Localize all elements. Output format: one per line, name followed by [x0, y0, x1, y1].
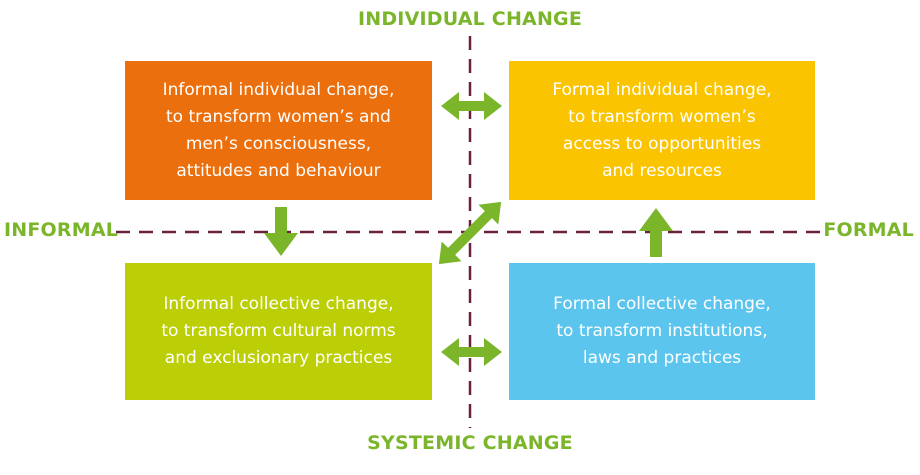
quadrant-text-line: Formal collective change, [553, 294, 771, 314]
axis-label-systemic-change: SYSTEMIC CHANGE [367, 432, 573, 454]
axis-label-individual-change: INDIVIDUAL CHANGE [357, 8, 583, 30]
quadrant-text-line: and exclusionary practices [164, 348, 393, 368]
quadrant-formal-individual: Formal individual change, to transform w… [509, 61, 815, 200]
bottom-double-arrow [441, 338, 502, 366]
up-arrow [639, 208, 673, 257]
axis-label-informal: INFORMAL [4, 219, 119, 241]
quadrant-text-line: men’s consciousness, [185, 133, 372, 154]
down-arrow [264, 207, 298, 256]
quadrant-informal-collective: Informal collective change, to transform… [125, 263, 432, 400]
diagonal-double-arrow [438, 201, 502, 265]
quadrant-text-line: Informal individual change, [162, 79, 395, 100]
quadrant-text-line: to transform women’s and [166, 106, 391, 127]
quadrant-text-line: to transform cultural norms [161, 321, 396, 341]
quadrant-text-line: attitudes and behaviour [176, 160, 381, 181]
top-double-arrow [441, 92, 502, 120]
quadrant-text-line: to transform institutions, [556, 321, 768, 341]
quadrant-text-line: Informal collective change, [163, 294, 394, 314]
quadrant-text-line: Formal individual change, [552, 79, 772, 100]
quadrant-formal-collective: Formal collective change, to transform i… [509, 263, 815, 400]
quadrant-informal-individual: Informal individual change, to transform… [125, 61, 432, 200]
quadrant-text-line: to transform women’s [568, 106, 756, 127]
quadrant-text-line: laws and practices [582, 348, 742, 368]
quadrant-text-line: access to opportunities [562, 133, 762, 154]
axis-label-formal: FORMAL [823, 219, 914, 241]
quadrant-text-line: and resources [602, 160, 722, 181]
